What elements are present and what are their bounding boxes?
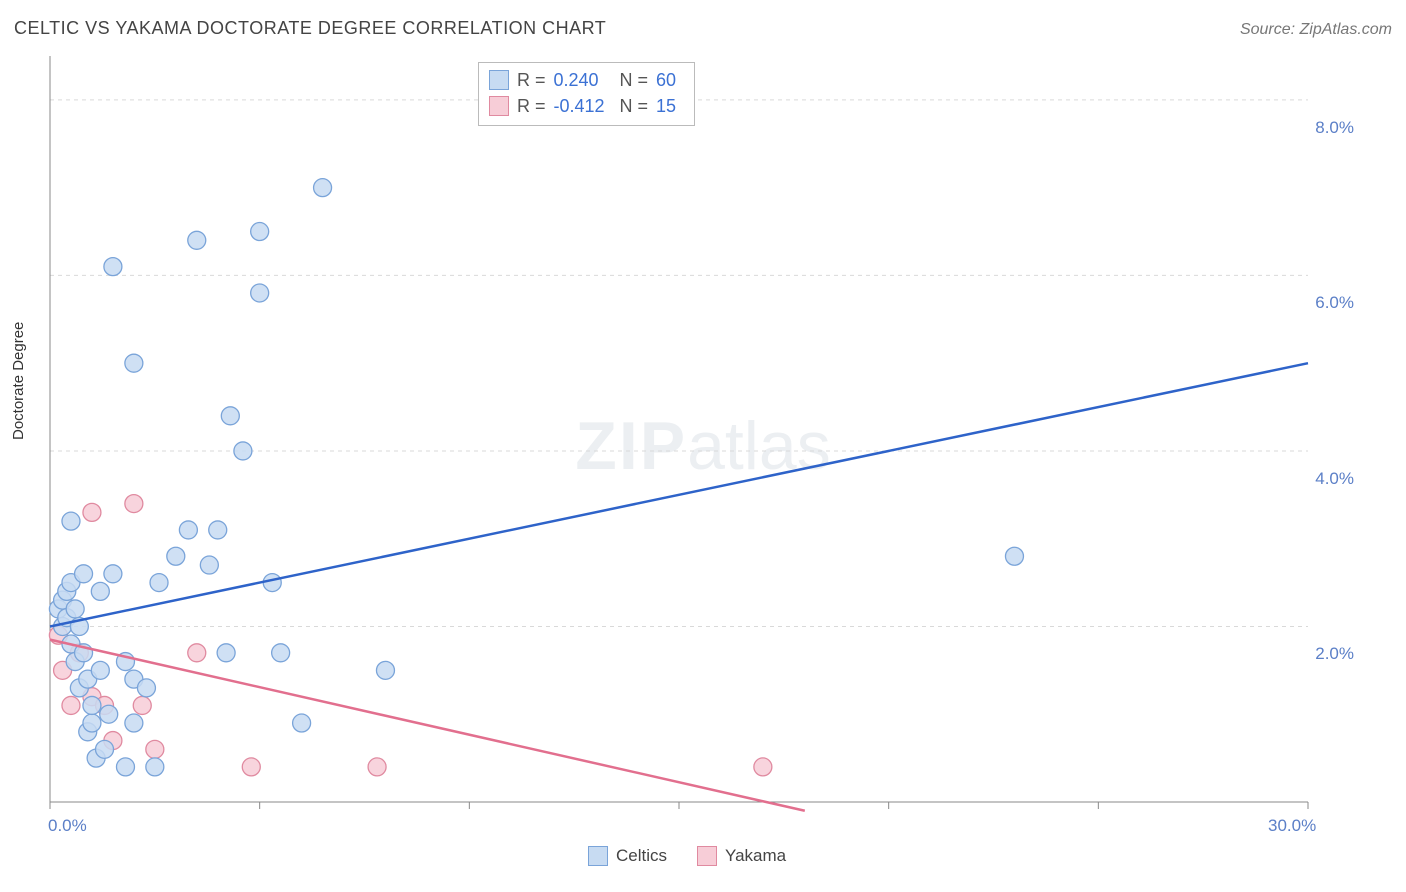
chart-area: ZIPatlas R =0.240N =60R =-0.412N =15 Cel… xyxy=(48,56,1358,836)
scatter-chart xyxy=(48,56,1358,836)
series-swatch xyxy=(489,70,509,90)
y-tick-label: 4.0% xyxy=(1315,469,1354,489)
n-value: 60 xyxy=(656,67,684,93)
legend-label: Celtics xyxy=(616,846,667,866)
r-label: R = xyxy=(517,93,546,119)
x-tick-label: 0.0% xyxy=(48,816,87,836)
y-tick-label: 2.0% xyxy=(1315,644,1354,664)
n-label: N = xyxy=(620,93,649,119)
correlation-stats-box: R = 0.240 N = 60 R = -0.412 N = 15 xyxy=(478,62,695,126)
n-value: 15 xyxy=(656,93,684,119)
r-value: 0.240 xyxy=(554,67,612,93)
legend: Celtics Yakama xyxy=(588,846,786,866)
legend-item: Yakama xyxy=(697,846,786,866)
series-swatch xyxy=(588,846,608,866)
y-tick-label: 6.0% xyxy=(1315,293,1354,313)
source-attribution: Source: ZipAtlas.com xyxy=(1240,21,1392,39)
series-swatch xyxy=(489,96,509,116)
r-value: -0.412 xyxy=(554,93,612,119)
y-axis-label: Doctorate Degree xyxy=(10,322,27,440)
correlation-row: R = 0.240 N = 60 xyxy=(489,67,684,93)
x-tick-label: 30.0% xyxy=(1268,816,1316,836)
y-tick-label: 8.0% xyxy=(1315,118,1354,138)
r-label: R = xyxy=(517,67,546,93)
n-label: N = xyxy=(620,67,649,93)
correlation-row: R = -0.412 N = 15 xyxy=(489,93,684,119)
legend-label: Yakama xyxy=(725,846,786,866)
series-swatch xyxy=(697,846,717,866)
chart-title: CELTIC VS YAKAMA DOCTORATE DEGREE CORREL… xyxy=(14,18,606,39)
legend-item: Celtics xyxy=(588,846,667,866)
